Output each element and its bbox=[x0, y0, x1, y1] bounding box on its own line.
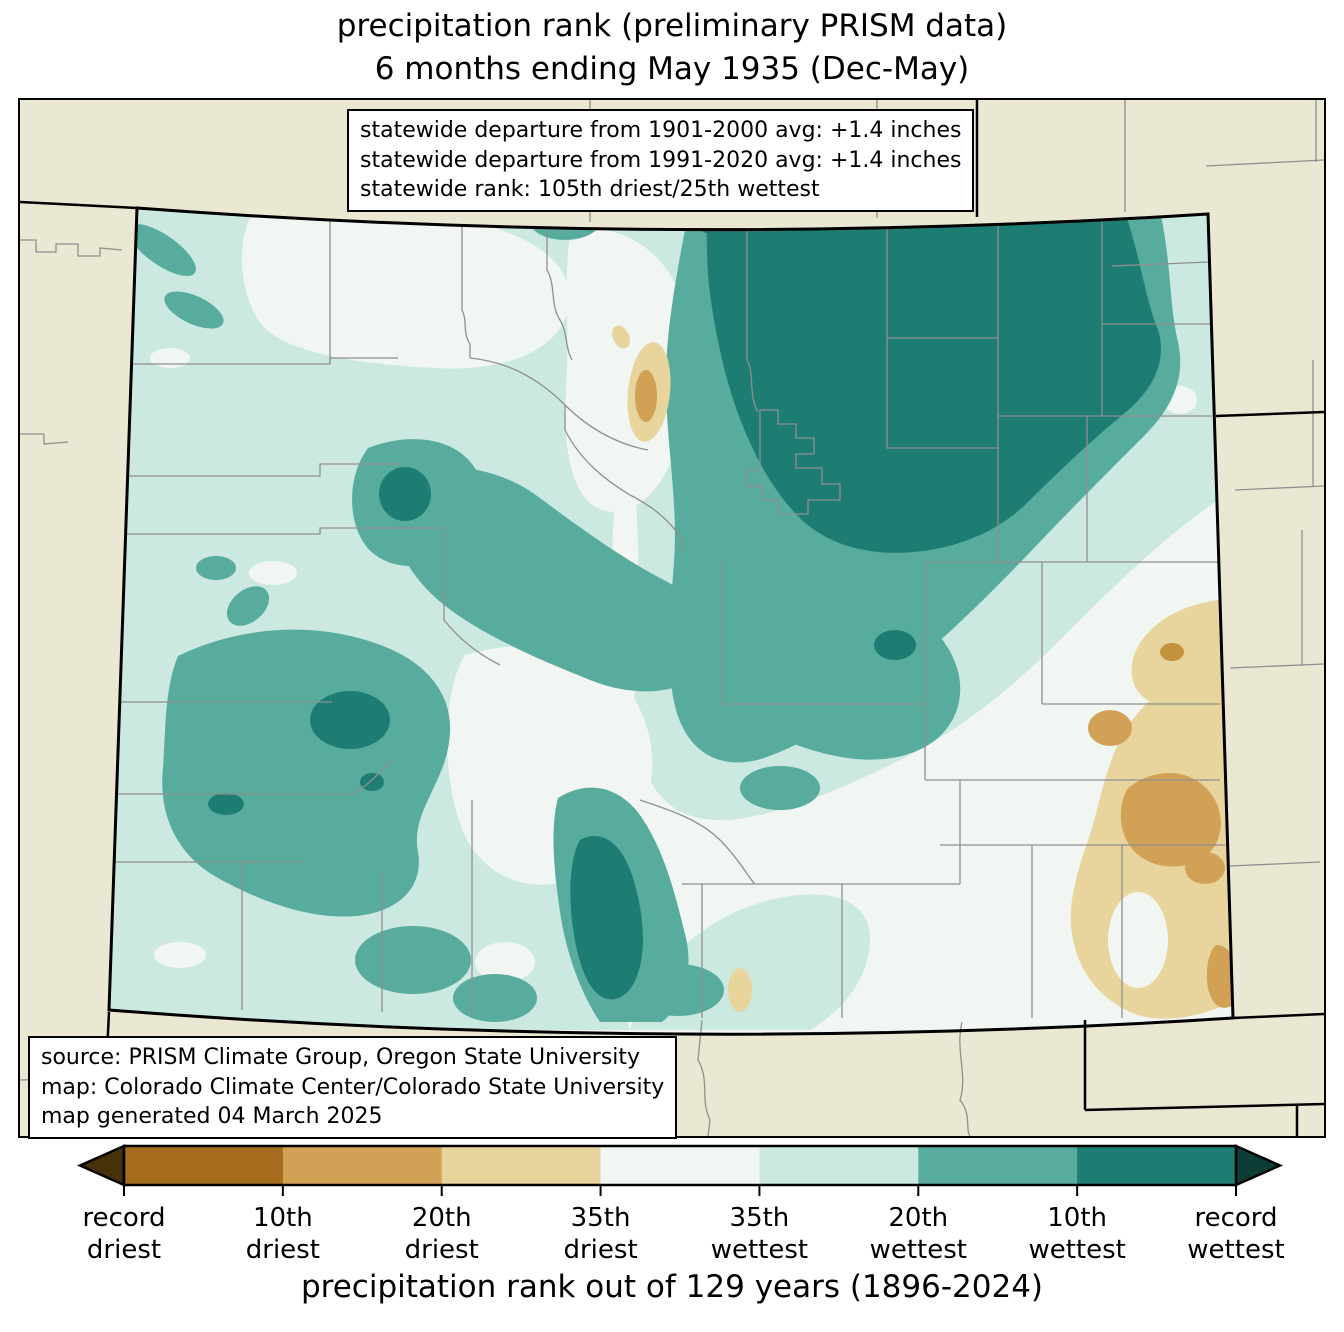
legend-segment-10th-driest-band bbox=[124, 1146, 284, 1185]
map-region-near-normal bbox=[150, 210, 1197, 982]
legend-label-20th-wettest: 20th wettest bbox=[869, 1203, 967, 1265]
legend-label-20th-driest: 20th driest bbox=[404, 1203, 479, 1265]
legend-segment-20th-wettest-band bbox=[918, 1146, 1078, 1185]
title-line-1: precipitation rank (preliminary PRISM da… bbox=[336, 8, 1008, 44]
figure-title: precipitation rank (preliminary PRISM da… bbox=[0, 5, 1344, 91]
legend-label-10th-wettest: 10th wettest bbox=[1028, 1203, 1126, 1265]
legend-segment-35th-wettest-band bbox=[759, 1146, 919, 1185]
source-attribution-box: source: PRISM Climate Group, Oregon Stat… bbox=[28, 1036, 678, 1139]
colorado-precipitation-map bbox=[20, 100, 1324, 1136]
stats-line-2: statewide departure from 1991-2020 avg: … bbox=[360, 147, 962, 173]
bottom-caption: precipitation rank out of 129 years (189… bbox=[300, 1269, 1044, 1305]
source-line-3: map generated 04 March 2025 bbox=[41, 1104, 383, 1129]
colorado-state-border bbox=[107, 206, 1235, 1036]
legend-label-10th-driest: 10th driest bbox=[245, 1203, 320, 1265]
legend-label-35th-wettest: 35th wettest bbox=[710, 1203, 809, 1265]
stats-line-3: statewide rank: 105th driest/25th wettes… bbox=[360, 177, 820, 202]
title-line-2: 6 months ending May 1935 (Dec-May) bbox=[374, 51, 970, 87]
legend-arrow-record-wettest bbox=[1234, 1144, 1284, 1187]
map-frame: statewide departure from 1901-2000 avg: … bbox=[18, 98, 1326, 1139]
legend-colorbar bbox=[76, 1144, 1284, 1196]
legend-label-35th-driest: 35th driest bbox=[563, 1203, 638, 1265]
county-boundaries bbox=[109, 212, 1225, 1018]
neighbor-state-lines bbox=[20, 100, 1324, 1136]
legend-tick-labels: record driest 10th driest 20th driest 35th drie… bbox=[0, 1202, 1344, 1272]
stats-line-1: statewide departure from 1901-2000 avg: … bbox=[360, 118, 962, 143]
legend-label-record-driest: record driest bbox=[82, 1203, 166, 1265]
legend-arrow-record-driest bbox=[76, 1144, 126, 1187]
legend: record driest 10th driest 20th driest 35th drie… bbox=[0, 1140, 1344, 1330]
statewide-stats-box: statewide departure from 1901-2000 avg: … bbox=[347, 109, 975, 212]
legend-segment-10th-wettest-band bbox=[1077, 1146, 1237, 1185]
legend-segment-middle-band bbox=[600, 1146, 760, 1185]
legend-bar-outline bbox=[122, 1144, 1238, 1187]
legend-label-record-wettest: record wettest bbox=[1187, 1203, 1285, 1265]
map-region-dry-tan bbox=[612, 325, 1233, 1019]
legend-segment-35th-driest-band bbox=[441, 1146, 602, 1185]
legend-segment-20th-driest-band bbox=[282, 1146, 443, 1185]
source-line-1: source: PRISM Climate Group, Oregon Stat… bbox=[41, 1045, 641, 1070]
source-line-2: map: Colorado Climate Center/Colorado St… bbox=[41, 1074, 665, 1100]
